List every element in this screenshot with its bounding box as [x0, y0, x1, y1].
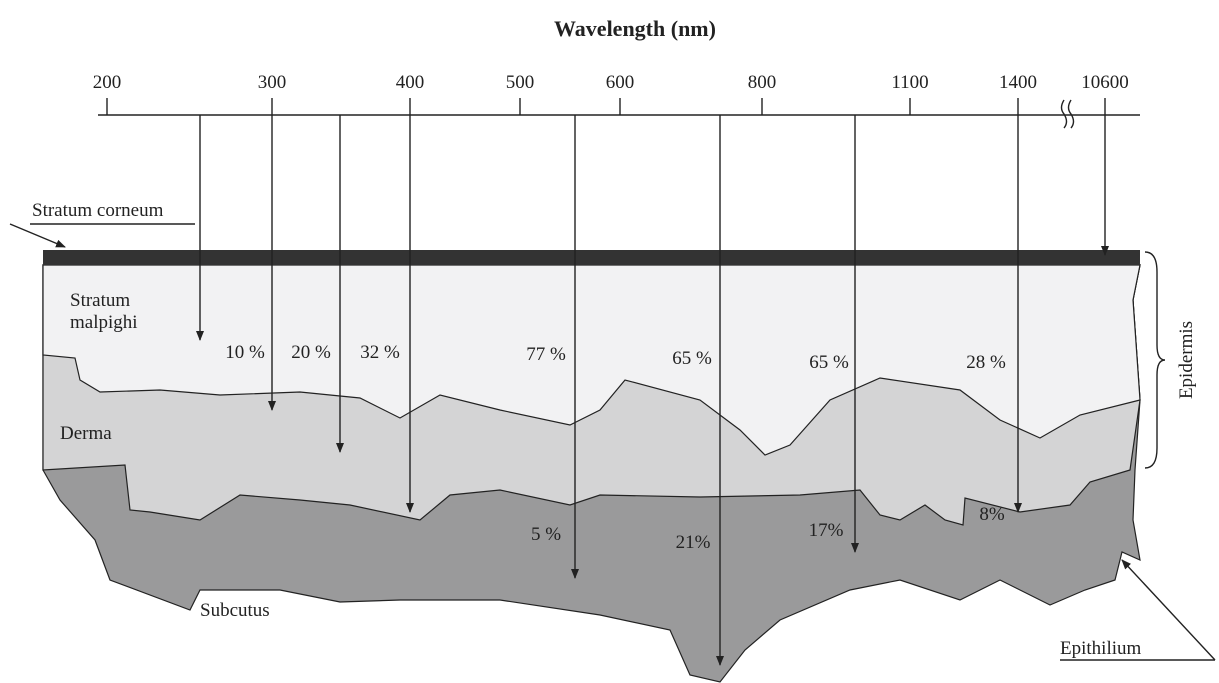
percentage-label: 77 %	[526, 344, 566, 365]
percentage-label: 20 %	[291, 342, 331, 363]
percentage-label: 21%	[676, 532, 711, 553]
stratum-corneum-layer	[43, 250, 1140, 265]
percentage-label: 8%	[979, 504, 1005, 525]
tick-label: 500	[506, 72, 535, 93]
percentage-label: 10 %	[225, 342, 265, 363]
layer-label: Epidermis	[1176, 321, 1197, 399]
tick-label: 1100	[891, 72, 928, 93]
layer-label: Epithilium	[1060, 638, 1142, 659]
layer-label: Derma	[60, 423, 112, 444]
layer-label: Subcutus	[200, 600, 270, 621]
tick-label: 800	[748, 72, 777, 93]
tick-label: 10600	[1081, 72, 1129, 93]
axis-title: Wavelength (nm)	[554, 16, 716, 41]
percentage-label: 28 %	[966, 352, 1006, 373]
percentage-label: 32 %	[360, 342, 400, 363]
layer-label: Stratum	[70, 290, 130, 311]
percentage-label: 65 %	[809, 352, 849, 373]
tick-label: 1400	[999, 72, 1037, 93]
layer-label: Stratum corneum	[32, 200, 164, 221]
percentage-label: 5 %	[531, 524, 561, 545]
tick-label: 400	[396, 72, 425, 93]
epidermis-brace	[1145, 252, 1165, 468]
percentage-label: 65 %	[672, 348, 712, 369]
tick-label: 200	[93, 72, 122, 93]
layer-label: malpighi	[70, 312, 138, 333]
percentage-label: 17%	[809, 520, 844, 541]
tick-label: 300	[258, 72, 287, 93]
tick-label: 600	[606, 72, 635, 93]
pointer	[10, 224, 65, 247]
diagram: Wavelength (nm) Stratum corneum Stratum …	[0, 0, 1219, 683]
axis-break	[1062, 100, 1074, 128]
